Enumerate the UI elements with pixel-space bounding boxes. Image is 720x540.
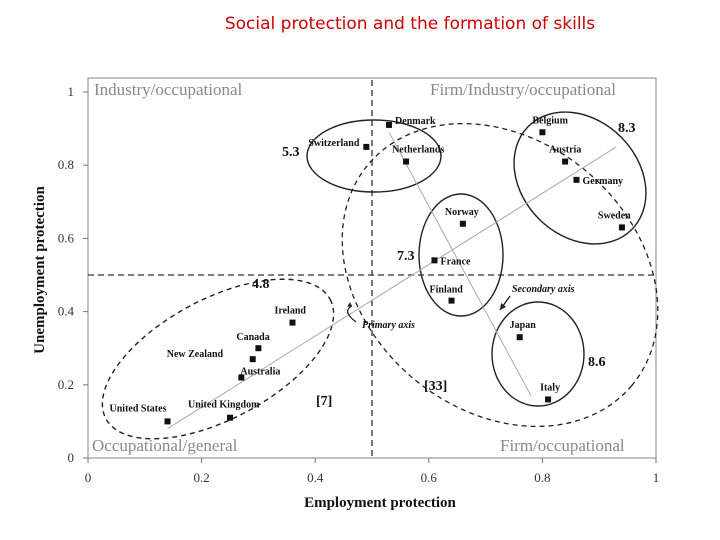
cluster-ellipse-coordinated bbox=[341, 122, 659, 428]
cluster-score: 5.3 bbox=[282, 145, 300, 160]
data-point bbox=[238, 374, 245, 381]
data-point bbox=[431, 257, 438, 264]
axis-ticks: 0 0.2 0.4 0.6 0.8 1 0 0.2 0.4 0.6 0.8 1 bbox=[58, 84, 660, 485]
data-point bbox=[516, 334, 523, 341]
cluster-score: 7.3 bbox=[397, 249, 415, 264]
quadrant-label-top-left: Industry/occupational bbox=[94, 80, 243, 99]
secondary-axis-label: Secondary axis bbox=[512, 284, 575, 295]
data-point bbox=[164, 418, 171, 425]
y-axis-title: Unemployment protection bbox=[32, 186, 48, 354]
data-point bbox=[573, 176, 580, 183]
point-label: Denmark bbox=[395, 116, 436, 127]
y-tick-label: 0.2 bbox=[58, 377, 74, 392]
point-label: Ireland bbox=[274, 306, 306, 317]
quadrant-dividers bbox=[88, 80, 656, 458]
cluster-ellipse-top bbox=[306, 119, 442, 193]
point-label: Finland bbox=[430, 285, 464, 296]
data-point bbox=[249, 356, 256, 363]
point-label: New Zealand bbox=[167, 349, 224, 360]
point-label: Switzerland bbox=[308, 138, 360, 149]
cluster-ellipses bbox=[101, 111, 659, 440]
cluster-score: 8.6 bbox=[588, 355, 606, 370]
quadrant-label-bottom-left: Occupational/general bbox=[92, 436, 238, 455]
data-point bbox=[539, 129, 546, 136]
data-point bbox=[403, 158, 410, 165]
y-tick-label: 0.8 bbox=[58, 157, 74, 172]
group-label: [7] bbox=[316, 394, 332, 409]
point-label: United States bbox=[110, 403, 167, 414]
x-tick-label: 0 bbox=[85, 470, 92, 485]
y-tick-label: 0.6 bbox=[58, 230, 75, 245]
data-point bbox=[363, 143, 370, 150]
group-label: [33] bbox=[424, 379, 447, 394]
cluster-score: 4.8 bbox=[252, 277, 270, 292]
point-label: Germany bbox=[582, 176, 623, 187]
data-point bbox=[227, 414, 233, 421]
secondary-axis-line bbox=[388, 132, 532, 397]
cluster-ellipse-liberal bbox=[101, 278, 335, 440]
point-label: Australia bbox=[240, 366, 280, 377]
plot-frame bbox=[87, 77, 657, 459]
primary-axis-line bbox=[167, 146, 617, 430]
data-points: United States United Kingdom Australia New … bbox=[110, 115, 631, 425]
point-label: Japan bbox=[510, 320, 537, 331]
x-axis-title: Employment protection bbox=[304, 495, 456, 511]
x-tick-label: 0.6 bbox=[421, 470, 438, 485]
data-point bbox=[289, 319, 296, 326]
x-tick-label: 0.8 bbox=[534, 470, 550, 485]
quadrant-label-bottom-right: Firm/occupational bbox=[500, 436, 625, 455]
primary-axis-arrow bbox=[347, 305, 357, 323]
y-tick-label: 0.4 bbox=[58, 304, 75, 319]
data-point bbox=[386, 121, 393, 128]
point-label: Sweden bbox=[598, 210, 631, 221]
point-label: Italy bbox=[540, 382, 560, 393]
primary-axis-arrowhead bbox=[347, 302, 352, 307]
primary-axis-label: Primary axis bbox=[362, 320, 415, 331]
cluster-ellipse-middle bbox=[418, 193, 504, 317]
point-label: Norway bbox=[445, 207, 479, 218]
x-tick-label: 0.2 bbox=[193, 470, 209, 485]
x-tick-label: 0.4 bbox=[307, 470, 324, 485]
point-label: Belgium bbox=[532, 115, 568, 126]
point-label: France bbox=[440, 256, 471, 267]
point-label: Austria bbox=[549, 145, 581, 156]
data-point bbox=[618, 224, 625, 231]
x-tick-label: 1 bbox=[653, 470, 660, 485]
y-tick-label: 0 bbox=[68, 450, 75, 465]
slide-title: Social protection and the formation of s… bbox=[224, 14, 596, 34]
point-label: Netherlands bbox=[392, 145, 444, 156]
cluster-ellipse-right bbox=[513, 111, 647, 245]
data-point bbox=[448, 297, 455, 304]
point-label: United Kingdom bbox=[188, 400, 260, 411]
data-point bbox=[459, 220, 466, 227]
point-label: Canada bbox=[236, 332, 269, 343]
secondary-axis-arrowhead bbox=[500, 303, 506, 310]
data-point bbox=[255, 345, 262, 352]
cluster-score: 8.3 bbox=[618, 121, 636, 136]
y-tick-label: 1 bbox=[68, 84, 75, 99]
data-point bbox=[562, 158, 569, 165]
cluster-ellipse-bottom-right bbox=[491, 301, 585, 407]
quadrant-label-top-right: Firm/Industry/occupational bbox=[430, 80, 616, 99]
data-point bbox=[545, 396, 552, 403]
analysis-axes bbox=[167, 132, 617, 430]
